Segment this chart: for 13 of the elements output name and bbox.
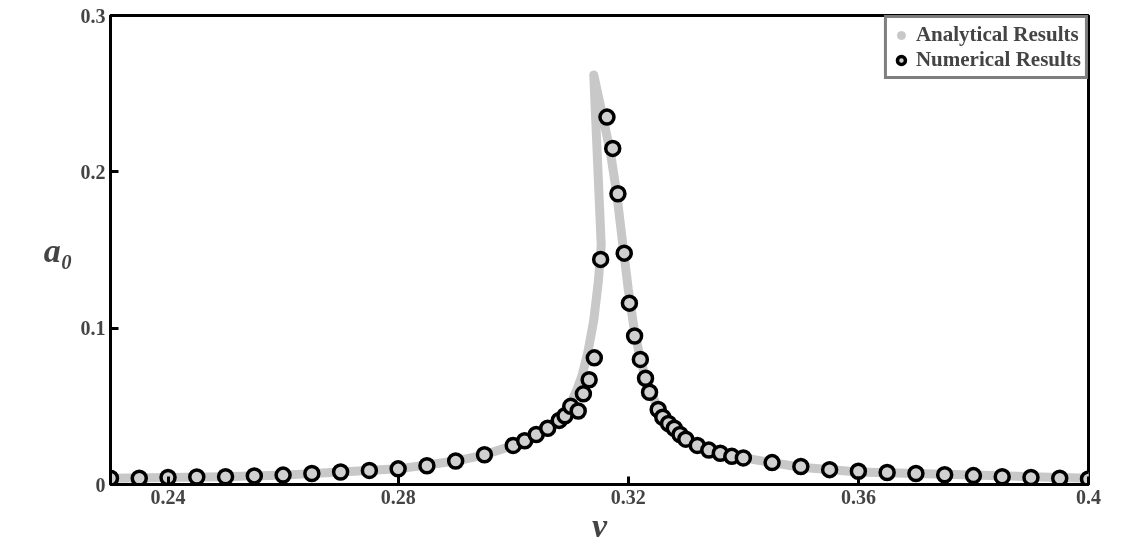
y-tick-label: 0.2 xyxy=(80,160,106,183)
x-tick-label: 0.4 xyxy=(1076,485,1101,508)
x-tick-label: 0.32 xyxy=(610,485,646,508)
legend-label: Analytical Results xyxy=(915,22,1079,47)
x-tick-label: 0.28 xyxy=(380,485,416,508)
legend-label: Numerical Results xyxy=(915,47,1081,72)
y-tick-label: 0.3 xyxy=(80,4,106,27)
y-axis-title: a₀ xyxy=(43,231,73,269)
x-axis-title: ν xyxy=(591,506,608,544)
y-tick-label: 0 xyxy=(95,473,106,496)
y-tick-label: 0.1 xyxy=(80,317,106,340)
x-tick-label: 0.24 xyxy=(150,485,186,508)
x-tick-label: 0.36 xyxy=(840,485,876,508)
